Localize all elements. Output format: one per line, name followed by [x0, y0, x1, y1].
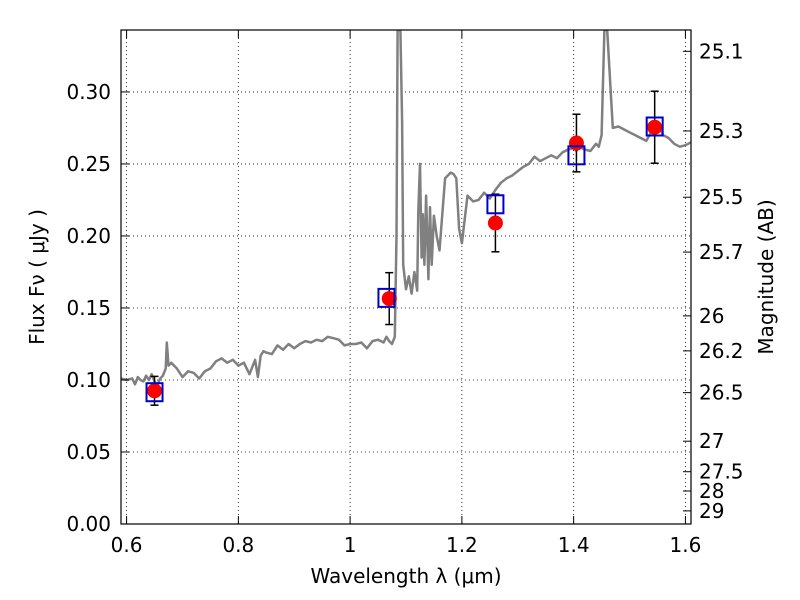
- axis-layer: 0.6 0.8 1 1.2 1.4 1.6 0.00 0.05 0.10 0.15 0.20 0.25…: [66, 30, 744, 557]
- y2-tick-label: 29: [699, 499, 724, 523]
- model-band-marker: [567, 145, 586, 166]
- x-tick-label: 0.6: [111, 533, 143, 557]
- y2-tick-label: 26.2: [699, 339, 744, 363]
- y2-tick-label: 26.5: [699, 381, 744, 405]
- x-tick-label: 0.8: [222, 533, 254, 557]
- y-tick-label: 0.00: [66, 512, 111, 536]
- x-tick-label: 1.4: [558, 533, 590, 557]
- x-tick-label: 1: [344, 533, 357, 557]
- observed-point: [647, 119, 663, 135]
- y-axis-label: Flux Fν ( μJy ): [25, 209, 49, 345]
- x-tick-label: 1.6: [670, 533, 702, 557]
- y2-axis-label: Magnitude (AB): [754, 199, 778, 354]
- plot-frame: [120, 29, 692, 525]
- y-tick-label: 0.15: [66, 296, 111, 320]
- observed-point: [568, 135, 584, 151]
- y2-tick-label: 25.7: [699, 240, 744, 264]
- y2-tick-label: 27: [699, 429, 724, 453]
- y2-tick-label: 26: [699, 304, 724, 328]
- y2-tick-label: 25.3: [699, 119, 744, 143]
- x-tick-label: 1.2: [446, 533, 478, 557]
- y-tick-label: 0.10: [66, 368, 111, 392]
- y-tick-label: 0.05: [66, 440, 111, 464]
- y-tick-label: 0.25: [66, 152, 111, 176]
- y2-tick-label: 25.5: [699, 185, 744, 209]
- model-band-marker: [486, 194, 505, 215]
- observed-point: [147, 383, 163, 399]
- x-axis-label: Wavelength λ (μm): [310, 564, 501, 588]
- y2-tick-label: 28: [699, 479, 724, 503]
- y2-tick-label: 27.5: [699, 460, 744, 484]
- y-tick-label: 0.30: [66, 80, 111, 104]
- series-layer: [121, 30, 691, 406]
- observed-point: [487, 215, 503, 231]
- model-band-marker: [145, 382, 164, 403]
- y-tick-label: 0.20: [66, 224, 111, 248]
- y2-tick-label: 25.1: [699, 39, 744, 63]
- model-band-marker: [645, 116, 664, 137]
- model-band-marker: [377, 287, 396, 308]
- grid-layer: [121, 30, 691, 524]
- observed-point: [381, 291, 397, 307]
